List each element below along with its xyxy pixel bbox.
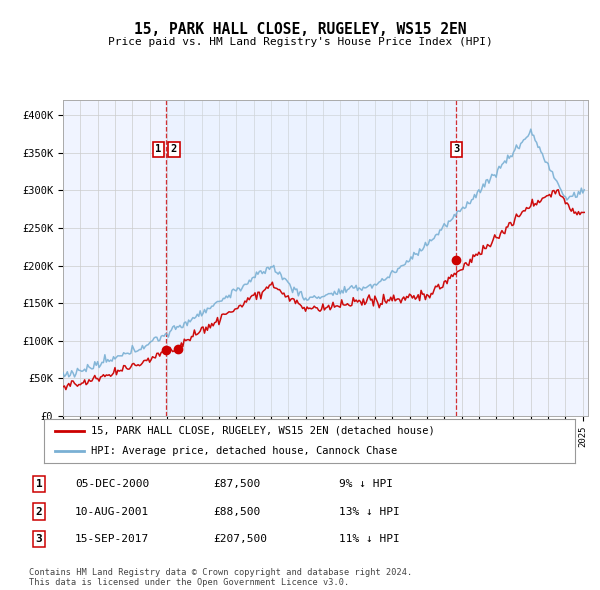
Text: Price paid vs. HM Land Registry's House Price Index (HPI): Price paid vs. HM Land Registry's House … xyxy=(107,37,493,47)
Text: £87,500: £87,500 xyxy=(213,479,260,489)
Text: 15-SEP-2017: 15-SEP-2017 xyxy=(75,535,149,544)
Text: 2: 2 xyxy=(35,507,43,516)
Text: 15, PARK HALL CLOSE, RUGELEY, WS15 2EN (detached house): 15, PARK HALL CLOSE, RUGELEY, WS15 2EN (… xyxy=(91,426,434,436)
Text: £207,500: £207,500 xyxy=(213,535,267,544)
Text: 10-AUG-2001: 10-AUG-2001 xyxy=(75,507,149,516)
Text: 15, PARK HALL CLOSE, RUGELEY, WS15 2EN: 15, PARK HALL CLOSE, RUGELEY, WS15 2EN xyxy=(134,22,466,37)
Bar xyxy=(166,100,457,416)
Text: This data is licensed under the Open Government Licence v3.0.: This data is licensed under the Open Gov… xyxy=(29,578,349,588)
Text: Contains HM Land Registry data © Crown copyright and database right 2024.: Contains HM Land Registry data © Crown c… xyxy=(29,568,412,577)
Text: 1: 1 xyxy=(155,144,161,154)
Text: 2: 2 xyxy=(171,144,177,154)
Text: 1: 1 xyxy=(35,479,43,489)
Text: £88,500: £88,500 xyxy=(213,507,260,516)
Text: 05-DEC-2000: 05-DEC-2000 xyxy=(75,479,149,489)
Text: 13% ↓ HPI: 13% ↓ HPI xyxy=(339,507,400,516)
Text: 9% ↓ HPI: 9% ↓ HPI xyxy=(339,479,393,489)
Text: 3: 3 xyxy=(454,144,460,154)
Text: 3: 3 xyxy=(35,535,43,544)
Text: HPI: Average price, detached house, Cannock Chase: HPI: Average price, detached house, Cann… xyxy=(91,446,397,456)
Text: 11% ↓ HPI: 11% ↓ HPI xyxy=(339,535,400,544)
